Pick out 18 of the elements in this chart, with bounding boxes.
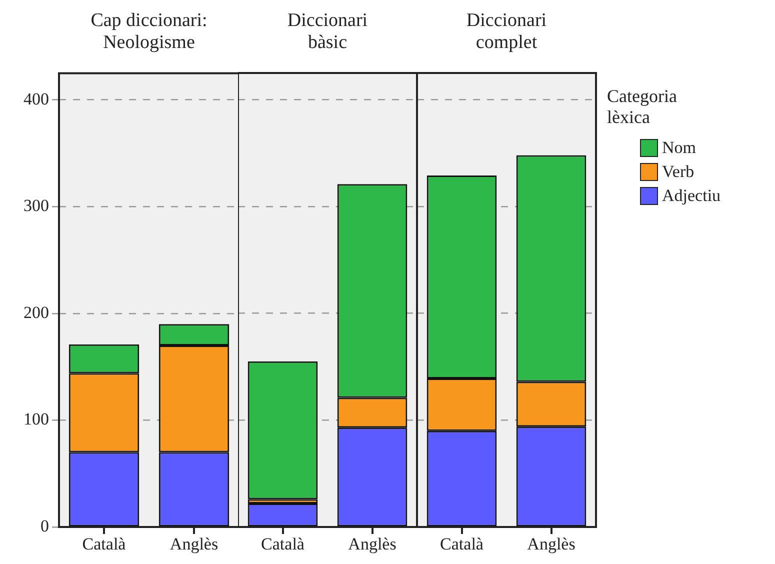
x-tick-label: Anglès	[170, 534, 218, 554]
x-tick-label: Català	[261, 534, 305, 554]
legend-title: Categoria lèxica	[607, 86, 678, 128]
y-tick-label: 0	[40, 516, 49, 536]
y-tick-label: 200	[24, 302, 49, 322]
legend-label: Verb	[662, 162, 694, 182]
chart-title: Diccionari bàsic	[287, 10, 368, 53]
x-tick-label: Català	[82, 534, 126, 554]
x-tick-label: Català	[440, 534, 484, 554]
y-tick-label: 400	[24, 89, 49, 108]
chart-title: Cap diccionari: Neologisme	[90, 10, 208, 53]
y-tick-label: 300	[24, 196, 49, 216]
y-tick-label: 100	[24, 410, 49, 429]
legend-label: Adjectiu	[662, 186, 721, 206]
chart-title: Diccionari complet	[466, 10, 547, 53]
x-tick-label: Anglès	[348, 534, 396, 554]
legend-label: Nom	[662, 138, 696, 158]
x-tick-label: Anglès	[527, 534, 576, 554]
